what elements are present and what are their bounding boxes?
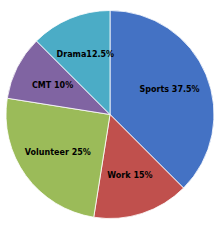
slice-label: Volunteer 25%	[25, 148, 91, 157]
pie: Sports 37.5% Work 15% Volunteer 25% CMT 10%…	[6, 11, 214, 219]
slice-label: Work 15%	[107, 171, 152, 180]
slice-label: Sports 37.5%	[140, 85, 200, 94]
chart: Sports 37.5% Work 15% Volunteer 25% CMT 10%…	[0, 0, 220, 229]
slice	[36, 11, 110, 115]
slice-label: CMT 10%	[32, 81, 73, 90]
slices	[6, 11, 214, 219]
slice	[6, 98, 110, 217]
slice-labels: Sports 37.5% Work 15% Volunteer 25% CMT 10%…	[25, 50, 200, 180]
slice-label: Drama12.5%	[57, 50, 114, 59]
